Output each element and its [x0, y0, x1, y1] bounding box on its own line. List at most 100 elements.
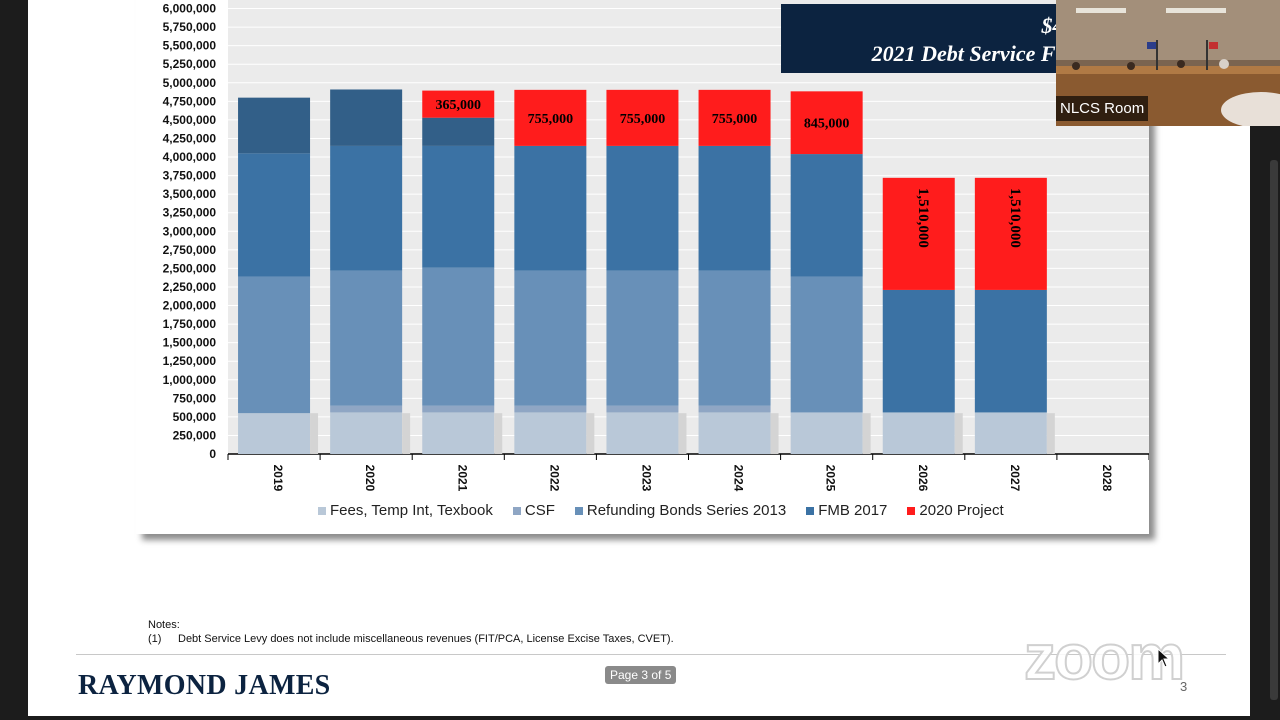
- legend-swatch: [574, 506, 583, 515]
- scrollbar[interactable]: [1270, 160, 1278, 700]
- bar-refunding-bonds-series-2013: [606, 270, 679, 406]
- legend-item: Refunding Bonds Series 2013: [574, 502, 787, 519]
- y-tick-label: 1,250,000: [163, 354, 217, 368]
- y-tick-label: 3,750,000: [163, 169, 217, 183]
- y-tick-label: 4,000,000: [163, 150, 217, 164]
- slide-number: 3: [1180, 679, 1188, 694]
- bar-refunding-bonds-series-2013: [790, 276, 863, 413]
- y-tick-label: 2,000,000: [163, 299, 217, 313]
- participant-video-tile[interactable]: NLCS Room: [1056, 0, 1280, 126]
- page-indicator: Page 3 of 5: [605, 666, 677, 684]
- bar-shadow: [862, 413, 871, 454]
- y-tick-label: 2,250,000: [163, 280, 217, 294]
- x-tick-label: 2021: [455, 465, 469, 492]
- mouse-cursor-icon: [1157, 648, 1171, 668]
- bar-fmb-2017-cap: [330, 89, 403, 146]
- notes: Notes: (1) Debt Service Levy does not in…: [148, 618, 674, 646]
- bar-fees-temp-int-texbook: [882, 412, 955, 454]
- bar-csf: [514, 405, 587, 413]
- bar-fees-temp-int-texbook: [422, 412, 495, 454]
- bar-2020-project: [790, 91, 863, 155]
- presentation-slide: 0 250,000 500,000 750,000 1,000,000 1,250,000…: [28, 0, 1250, 716]
- bar-shadow: [770, 413, 779, 454]
- bar-fmb-2017: [882, 289, 955, 413]
- data-label: 1,510,000: [1007, 188, 1023, 248]
- y-tick-label: 1,000,000: [163, 373, 217, 387]
- data-label: 755,000: [528, 112, 574, 127]
- stacked-bar-chart: 0 250,000 500,000 750,000 1,000,000 1,250,000…: [163, 0, 1149, 492]
- bar-csf: [698, 405, 771, 413]
- bar-fees-temp-int-texbook: [698, 412, 771, 454]
- title-amount: $4,89: [781, 14, 1092, 38]
- y-tick-label: 5,750,000: [163, 20, 217, 34]
- y-tick-label: 1,500,000: [163, 336, 217, 350]
- bar-fmb-2017: [698, 145, 771, 271]
- bar-fmb-2017: [514, 145, 587, 271]
- legend-item: FMB 2017: [806, 502, 887, 519]
- legend-label: Refunding Bonds Series 2013: [586, 502, 787, 519]
- x-tick-label: 2026: [916, 465, 930, 492]
- title-box: $4,89 2021 Debt Service Fund: [781, 4, 1101, 73]
- legend-label: CSF: [524, 502, 555, 519]
- y-tick-label: 0: [209, 447, 216, 461]
- bar-fmb-2017: [422, 145, 495, 268]
- bar-csf: [606, 405, 679, 413]
- bar-fmb-2017: [330, 145, 403, 271]
- bar-2020-project: [974, 177, 1047, 290]
- data-label: 365,000: [436, 98, 482, 113]
- bar-fees-temp-int-texbook: [606, 412, 679, 454]
- bar-fees-temp-int-texbook: [238, 413, 311, 454]
- bar-fmb-2017: [974, 289, 1047, 413]
- note-text: Debt Service Levy does not include misce…: [178, 633, 674, 645]
- y-tick-label: 1,750,000: [163, 317, 217, 331]
- bar-shadow: [954, 413, 963, 454]
- note-number: (1): [148, 633, 162, 645]
- x-tick-label: 2025: [824, 465, 838, 492]
- y-tick-label: 5,250,000: [163, 57, 217, 71]
- chart-frame: 0 250,000 500,000 750,000 1,000,000 1,250,000…: [136, 0, 1149, 534]
- bar-shadow: [310, 413, 319, 454]
- y-tick-label: 500,000: [173, 410, 217, 424]
- y-tick-label: 5,500,000: [163, 39, 217, 53]
- y-tick-label: 4,500,000: [163, 113, 217, 127]
- participant-name-label: NLCS Room: [1056, 96, 1149, 121]
- legend-item: 2020 Project: [907, 502, 1004, 519]
- legend-swatch: [318, 506, 326, 515]
- x-tick-label: 2019: [271, 465, 285, 492]
- y-tick-label: 5,000,000: [163, 76, 217, 90]
- note-row: (1) Debt Service Levy does not include m…: [148, 632, 674, 646]
- bar-2020-project: [514, 89, 587, 146]
- x-tick-label: 2027: [1008, 465, 1022, 492]
- bar-fmb-2017: [790, 154, 863, 277]
- bar-fmb-2017-cap: [422, 117, 495, 146]
- data-label: 755,000: [712, 112, 758, 127]
- bar-refunding-bonds-series-2013: [514, 270, 587, 406]
- bar-fees-temp-int-texbook: [974, 412, 1047, 454]
- y-tick-label: 2,500,000: [163, 261, 217, 275]
- bar-2020-project: [606, 89, 679, 146]
- x-tick-label: 2028: [1100, 465, 1114, 492]
- bar-shadow: [1046, 413, 1055, 454]
- raymond-james-logo: RAYMOND JAMES: [78, 670, 331, 701]
- chart-title: 2021 Debt Service Fund: [871, 41, 1091, 66]
- bar-shadow: [402, 413, 411, 454]
- legend-label: Fees, Temp Int, Texbook: [330, 502, 493, 519]
- bar-refunding-bonds-series-2013: [422, 267, 495, 406]
- bar-refunding-bonds-series-2013: [330, 270, 403, 406]
- bar-fmb-2017: [238, 153, 311, 277]
- y-tick-label: 3,500,000: [163, 187, 217, 201]
- bar-fees-temp-int-texbook: [790, 412, 863, 454]
- bar-csf: [330, 405, 403, 413]
- legend-swatch: [512, 506, 521, 515]
- bar-refunding-bonds-series-2013: [238, 276, 311, 414]
- chart-legend: Fees, Temp Int, Texbook CSF Refunding Bo…: [318, 502, 1004, 519]
- bar-2020-project: [698, 89, 771, 146]
- footer-divider: [76, 654, 1226, 655]
- bar-shadow: [678, 413, 687, 454]
- bar-shadow: [586, 413, 595, 454]
- x-tick-label: 2020: [363, 465, 377, 492]
- bar-fmb-2017: [606, 145, 679, 271]
- legend-swatch: [907, 506, 916, 515]
- y-tick-label: 250,000: [173, 428, 217, 442]
- bar-2020-project: [882, 177, 955, 290]
